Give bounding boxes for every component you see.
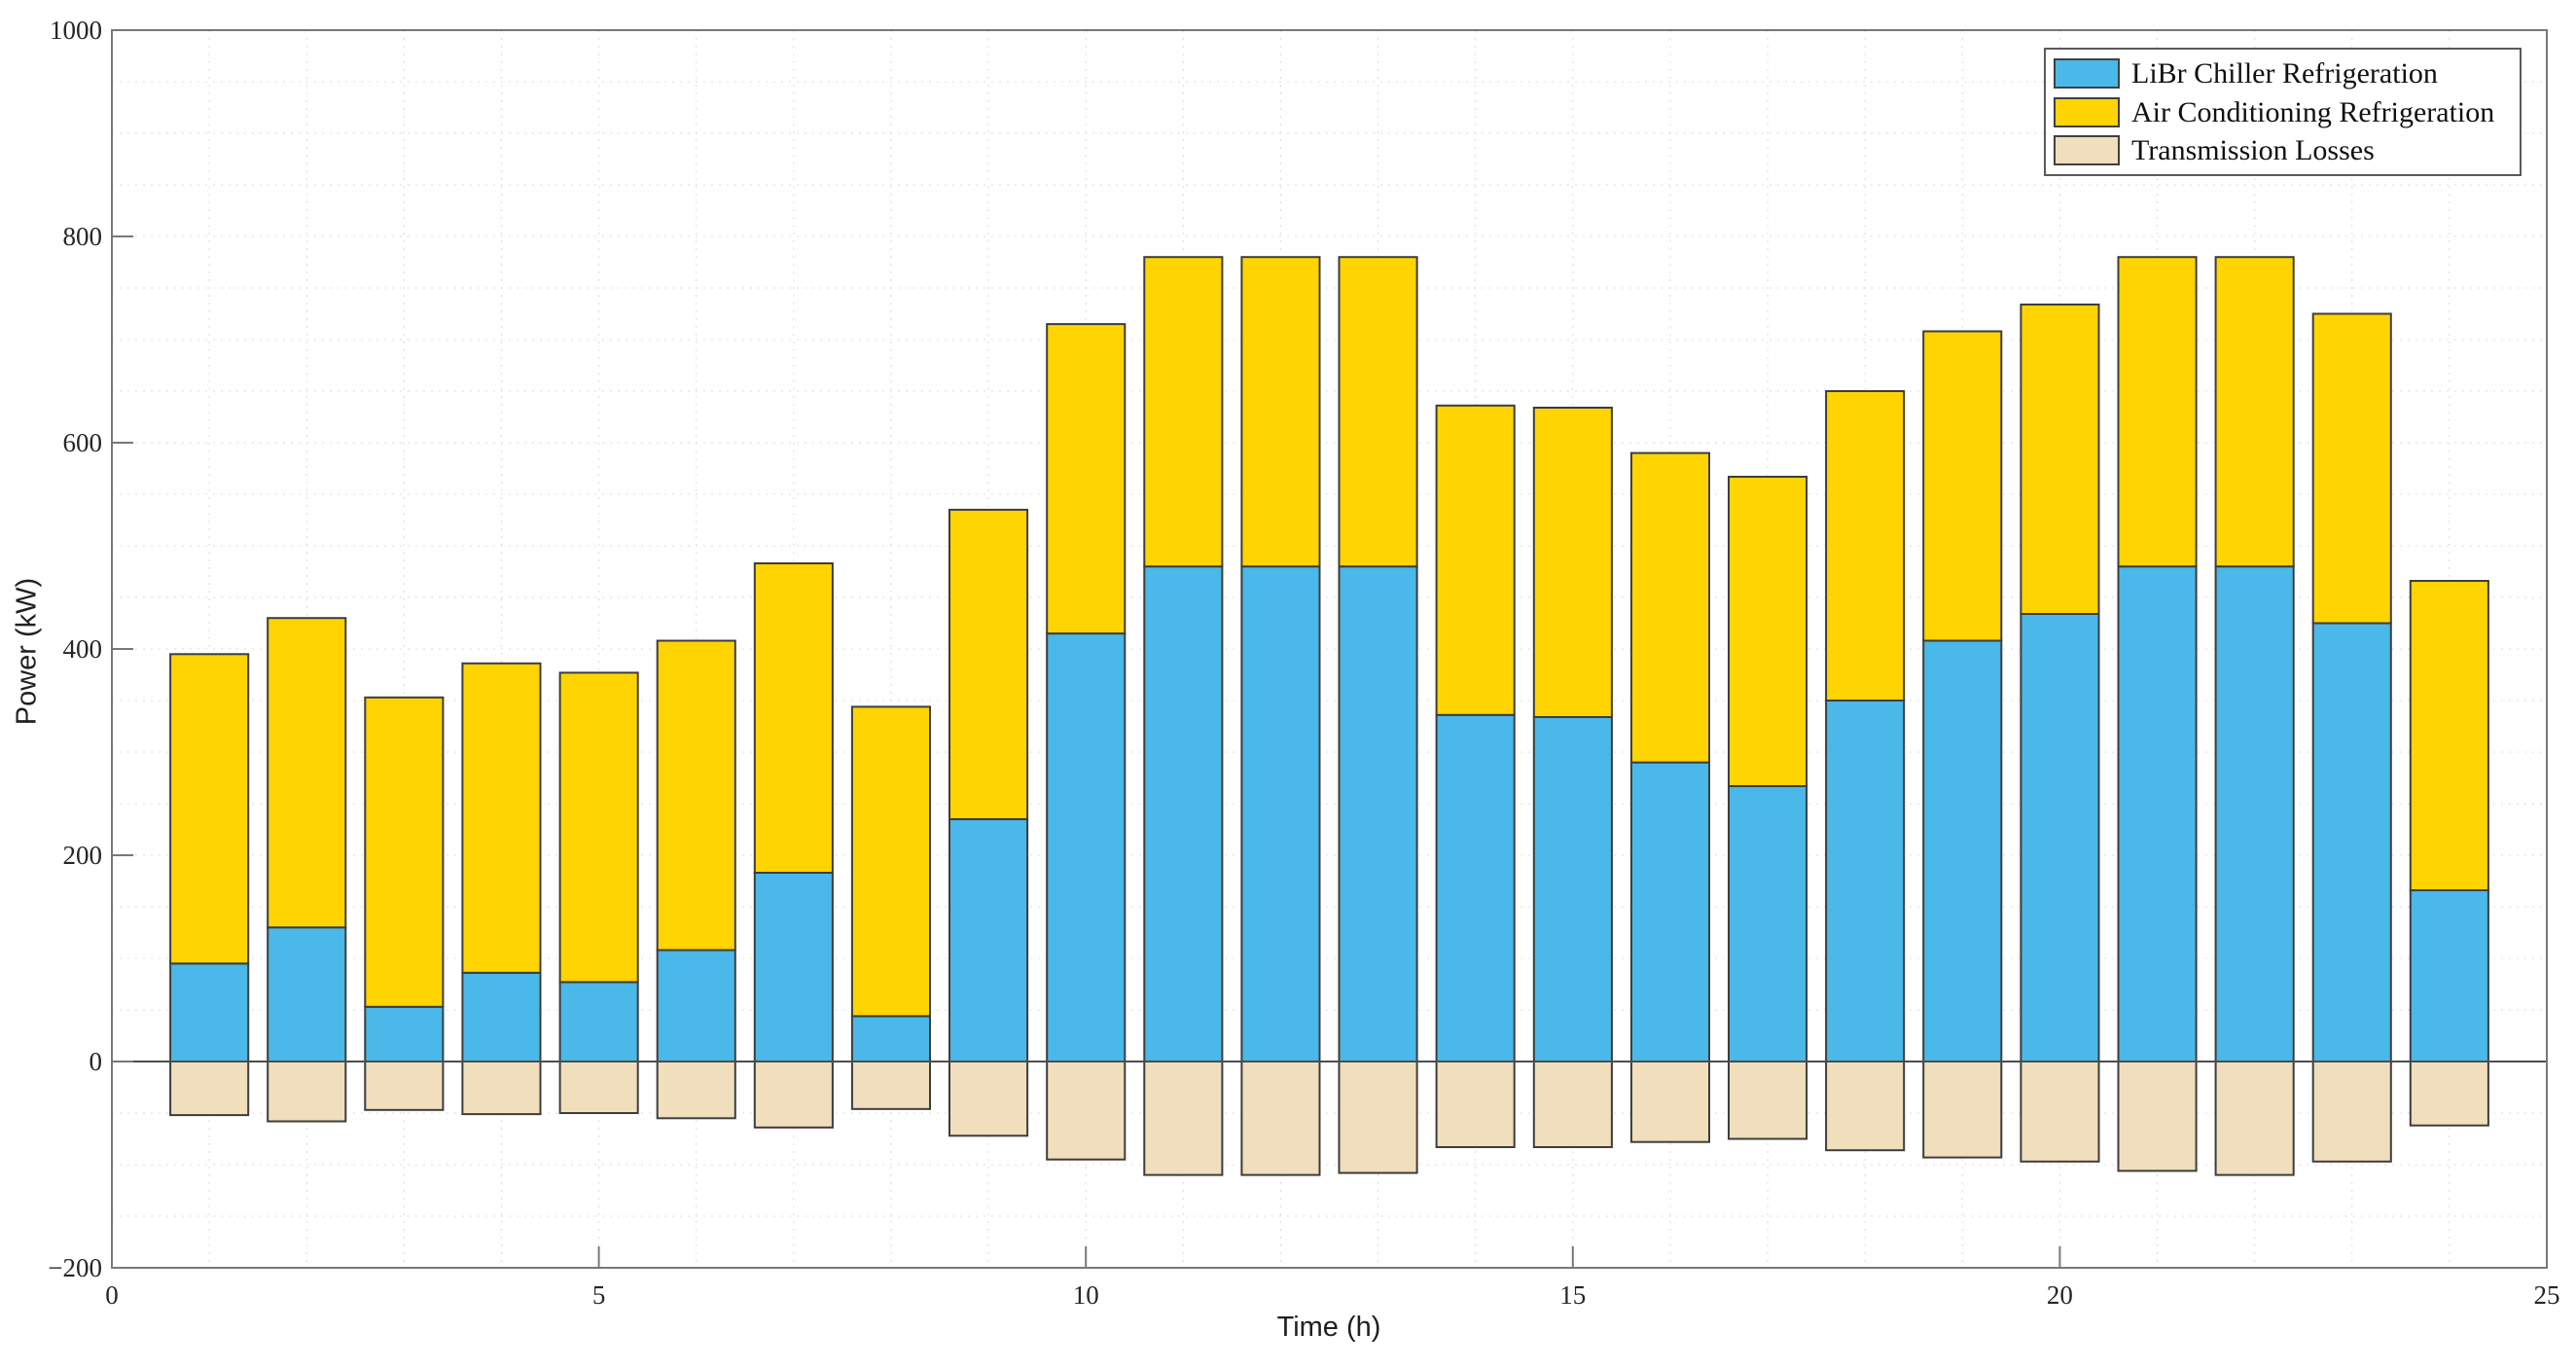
bar-segment-ac bbox=[2311, 312, 2392, 625]
y-tick-label: 600 bbox=[63, 428, 103, 457]
bar-segment-losses bbox=[1532, 1061, 1613, 1148]
y-tick-label: 1000 bbox=[50, 16, 102, 45]
bar-segment-ac bbox=[2020, 304, 2100, 615]
bar-segment-libr bbox=[461, 971, 542, 1062]
bar-segment-ac bbox=[1825, 390, 1906, 702]
bar-segment-libr bbox=[267, 926, 347, 1063]
bar-segment-losses bbox=[753, 1061, 834, 1129]
bar-segment-ac bbox=[364, 696, 445, 1008]
y-tick-label: 0 bbox=[89, 1047, 103, 1076]
bar-segment-losses bbox=[2020, 1061, 2100, 1163]
legend: LiBr Chiller Refrigeration Air Condition… bbox=[2044, 48, 2522, 176]
legend-label: LiBr Chiller Refrigeration bbox=[2131, 56, 2438, 90]
bar-segment-losses bbox=[267, 1061, 347, 1123]
bar-segment-libr bbox=[2409, 889, 2489, 1062]
y-tick-label: 200 bbox=[63, 841, 103, 870]
bar-segment-libr bbox=[2214, 565, 2295, 1062]
y-tick-label: 400 bbox=[63, 634, 103, 664]
bar-segment-libr bbox=[1825, 700, 1906, 1062]
bar-segment-libr bbox=[2117, 565, 2198, 1062]
bar-segment-libr bbox=[169, 962, 250, 1062]
legend-item: Air Conditioning Refrigeration bbox=[2046, 95, 2520, 128]
bar-segment-libr bbox=[656, 949, 736, 1062]
x-tick-label: 0 bbox=[105, 1280, 119, 1310]
bar-segment-libr bbox=[1922, 639, 2003, 1062]
bar-segment-losses bbox=[558, 1061, 639, 1114]
bar-segment-losses bbox=[1728, 1061, 1808, 1140]
y-axis-label: Power (kW) bbox=[11, 577, 43, 726]
bar-segment-losses bbox=[1629, 1061, 1711, 1143]
legend-label: Air Conditioning Refrigeration bbox=[2131, 95, 2495, 128]
bar-segment-losses bbox=[2214, 1061, 2295, 1176]
bar-segment-libr bbox=[1629, 761, 1711, 1062]
bar-segment-ac bbox=[1728, 476, 1808, 787]
bar-segment-losses bbox=[2409, 1061, 2489, 1127]
legend-item: LiBr Chiller Refrigeration bbox=[2046, 56, 2520, 90]
bar-segment-libr bbox=[850, 1015, 932, 1063]
x-tick-label: 25 bbox=[2534, 1280, 2560, 1310]
bar-segment-losses bbox=[1435, 1061, 1516, 1148]
bar-segment-losses bbox=[1922, 1061, 2003, 1159]
bar-segment-ac bbox=[1435, 404, 1516, 716]
bar-segment-libr bbox=[1338, 565, 1418, 1062]
bar-segment-ac bbox=[948, 508, 1029, 820]
bar-segment-losses bbox=[1143, 1061, 1224, 1176]
bar-segment-losses bbox=[1240, 1061, 1321, 1176]
bar-segment-ac bbox=[1922, 330, 2003, 642]
bar-segment-ac bbox=[850, 705, 932, 1018]
bar-segment-losses bbox=[364, 1061, 445, 1111]
bar-segment-libr bbox=[1046, 632, 1127, 1062]
bar-segment-libr bbox=[1532, 716, 1613, 1062]
bar-segment-losses bbox=[948, 1061, 1029, 1137]
x-tick-label: 15 bbox=[1559, 1280, 1586, 1310]
bar-segment-libr bbox=[2311, 622, 2392, 1062]
bar-segment-losses bbox=[1825, 1061, 1906, 1152]
bar-segment-libr bbox=[1435, 713, 1516, 1062]
bar-segment-ac bbox=[169, 653, 250, 965]
bar-segment-losses bbox=[2117, 1061, 2198, 1172]
y-tick-label: 800 bbox=[63, 222, 103, 251]
bar-segment-ac bbox=[2117, 256, 2198, 568]
bar-segment-ac bbox=[1143, 256, 1224, 568]
bar-segment-ac bbox=[2409, 580, 2489, 891]
bar-segment-losses bbox=[169, 1061, 250, 1117]
bar-segment-ac bbox=[558, 671, 639, 984]
bar-segment-ac bbox=[656, 639, 736, 952]
bar-segment-losses bbox=[1046, 1061, 1127, 1161]
bar-segment-ac bbox=[267, 617, 347, 929]
x-axis-label: Time (h) bbox=[1276, 1312, 1381, 1343]
legend-label: Transmission Losses bbox=[2131, 134, 2375, 167]
bar-segment-losses bbox=[1338, 1061, 1418, 1174]
bar-segment-ac bbox=[1240, 256, 1321, 568]
bar-segment-libr bbox=[948, 817, 1029, 1063]
legend-item: Transmission Losses bbox=[2046, 134, 2520, 167]
bar-segment-libr bbox=[1240, 565, 1321, 1062]
bar-segment-libr bbox=[2020, 613, 2100, 1062]
legend-swatch-libr-icon bbox=[2054, 57, 2120, 89]
legend-swatch-ac-icon bbox=[2054, 96, 2120, 127]
legend-swatch-losses-icon bbox=[2054, 135, 2120, 166]
bar-segment-ac bbox=[2214, 256, 2295, 568]
bar-segment-ac bbox=[753, 562, 834, 874]
x-tick-label: 5 bbox=[592, 1280, 606, 1310]
bar-segment-ac bbox=[1532, 407, 1613, 718]
bar-segment-ac bbox=[1046, 323, 1127, 635]
bar-segment-losses bbox=[656, 1061, 736, 1120]
bar-segment-losses bbox=[850, 1061, 932, 1110]
bar-segment-ac bbox=[1338, 256, 1418, 568]
bar-segment-losses bbox=[2311, 1061, 2392, 1163]
y-tick-label: −200 bbox=[48, 1253, 102, 1282]
bar-segment-ac bbox=[461, 662, 542, 974]
bar-segment-libr bbox=[753, 872, 834, 1062]
bar-segment-libr bbox=[558, 981, 639, 1063]
x-tick-label: 10 bbox=[1073, 1280, 1099, 1310]
bar-segment-ac bbox=[1629, 451, 1711, 764]
x-tick-label: 20 bbox=[2047, 1280, 2073, 1310]
bar-segment-losses bbox=[461, 1061, 542, 1116]
bar-segment-libr bbox=[1728, 785, 1808, 1062]
bar-segment-libr bbox=[1143, 565, 1224, 1062]
bar-segment-libr bbox=[364, 1005, 445, 1063]
